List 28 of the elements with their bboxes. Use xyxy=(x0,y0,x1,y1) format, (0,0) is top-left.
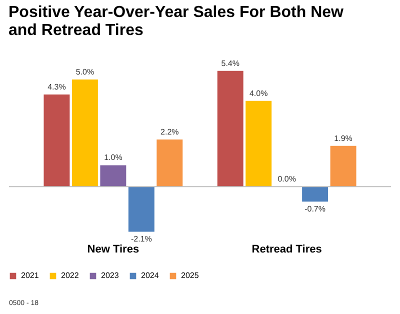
data-label: 4.0% xyxy=(249,88,268,98)
text: Positive Year-Over-Year Sales For Both New xyxy=(8,4,344,21)
text: and Retread Tires xyxy=(8,22,144,39)
legend-label: 2023 xyxy=(101,271,120,280)
data-label: 5.0% xyxy=(76,67,94,76)
legend-label: 2024 xyxy=(141,271,160,280)
bar xyxy=(72,79,98,187)
data-label: 5.4% xyxy=(221,58,240,68)
bar xyxy=(128,186,154,232)
data-label: 1.0% xyxy=(104,153,122,162)
bar xyxy=(44,94,70,187)
bar xyxy=(100,165,126,187)
data-label: 2.2% xyxy=(160,127,179,136)
x-tick-label: Retread Tires xyxy=(252,244,322,256)
bar xyxy=(217,70,244,187)
data-label: -2.1% xyxy=(130,234,152,244)
bar xyxy=(330,146,356,187)
legend-label: 2021 xyxy=(21,271,40,280)
data-label: 1.9% xyxy=(334,134,352,143)
bar xyxy=(302,186,328,202)
bar xyxy=(156,139,183,187)
legend-label: 2025 xyxy=(181,271,200,280)
data-label: -0.7% xyxy=(304,204,326,214)
data-label: 0.0% xyxy=(278,174,296,184)
data-label: 4.3% xyxy=(48,82,66,92)
legend-label: 2022 xyxy=(61,271,80,280)
bar xyxy=(246,100,272,187)
x-tick-label: New Tires xyxy=(87,244,140,256)
